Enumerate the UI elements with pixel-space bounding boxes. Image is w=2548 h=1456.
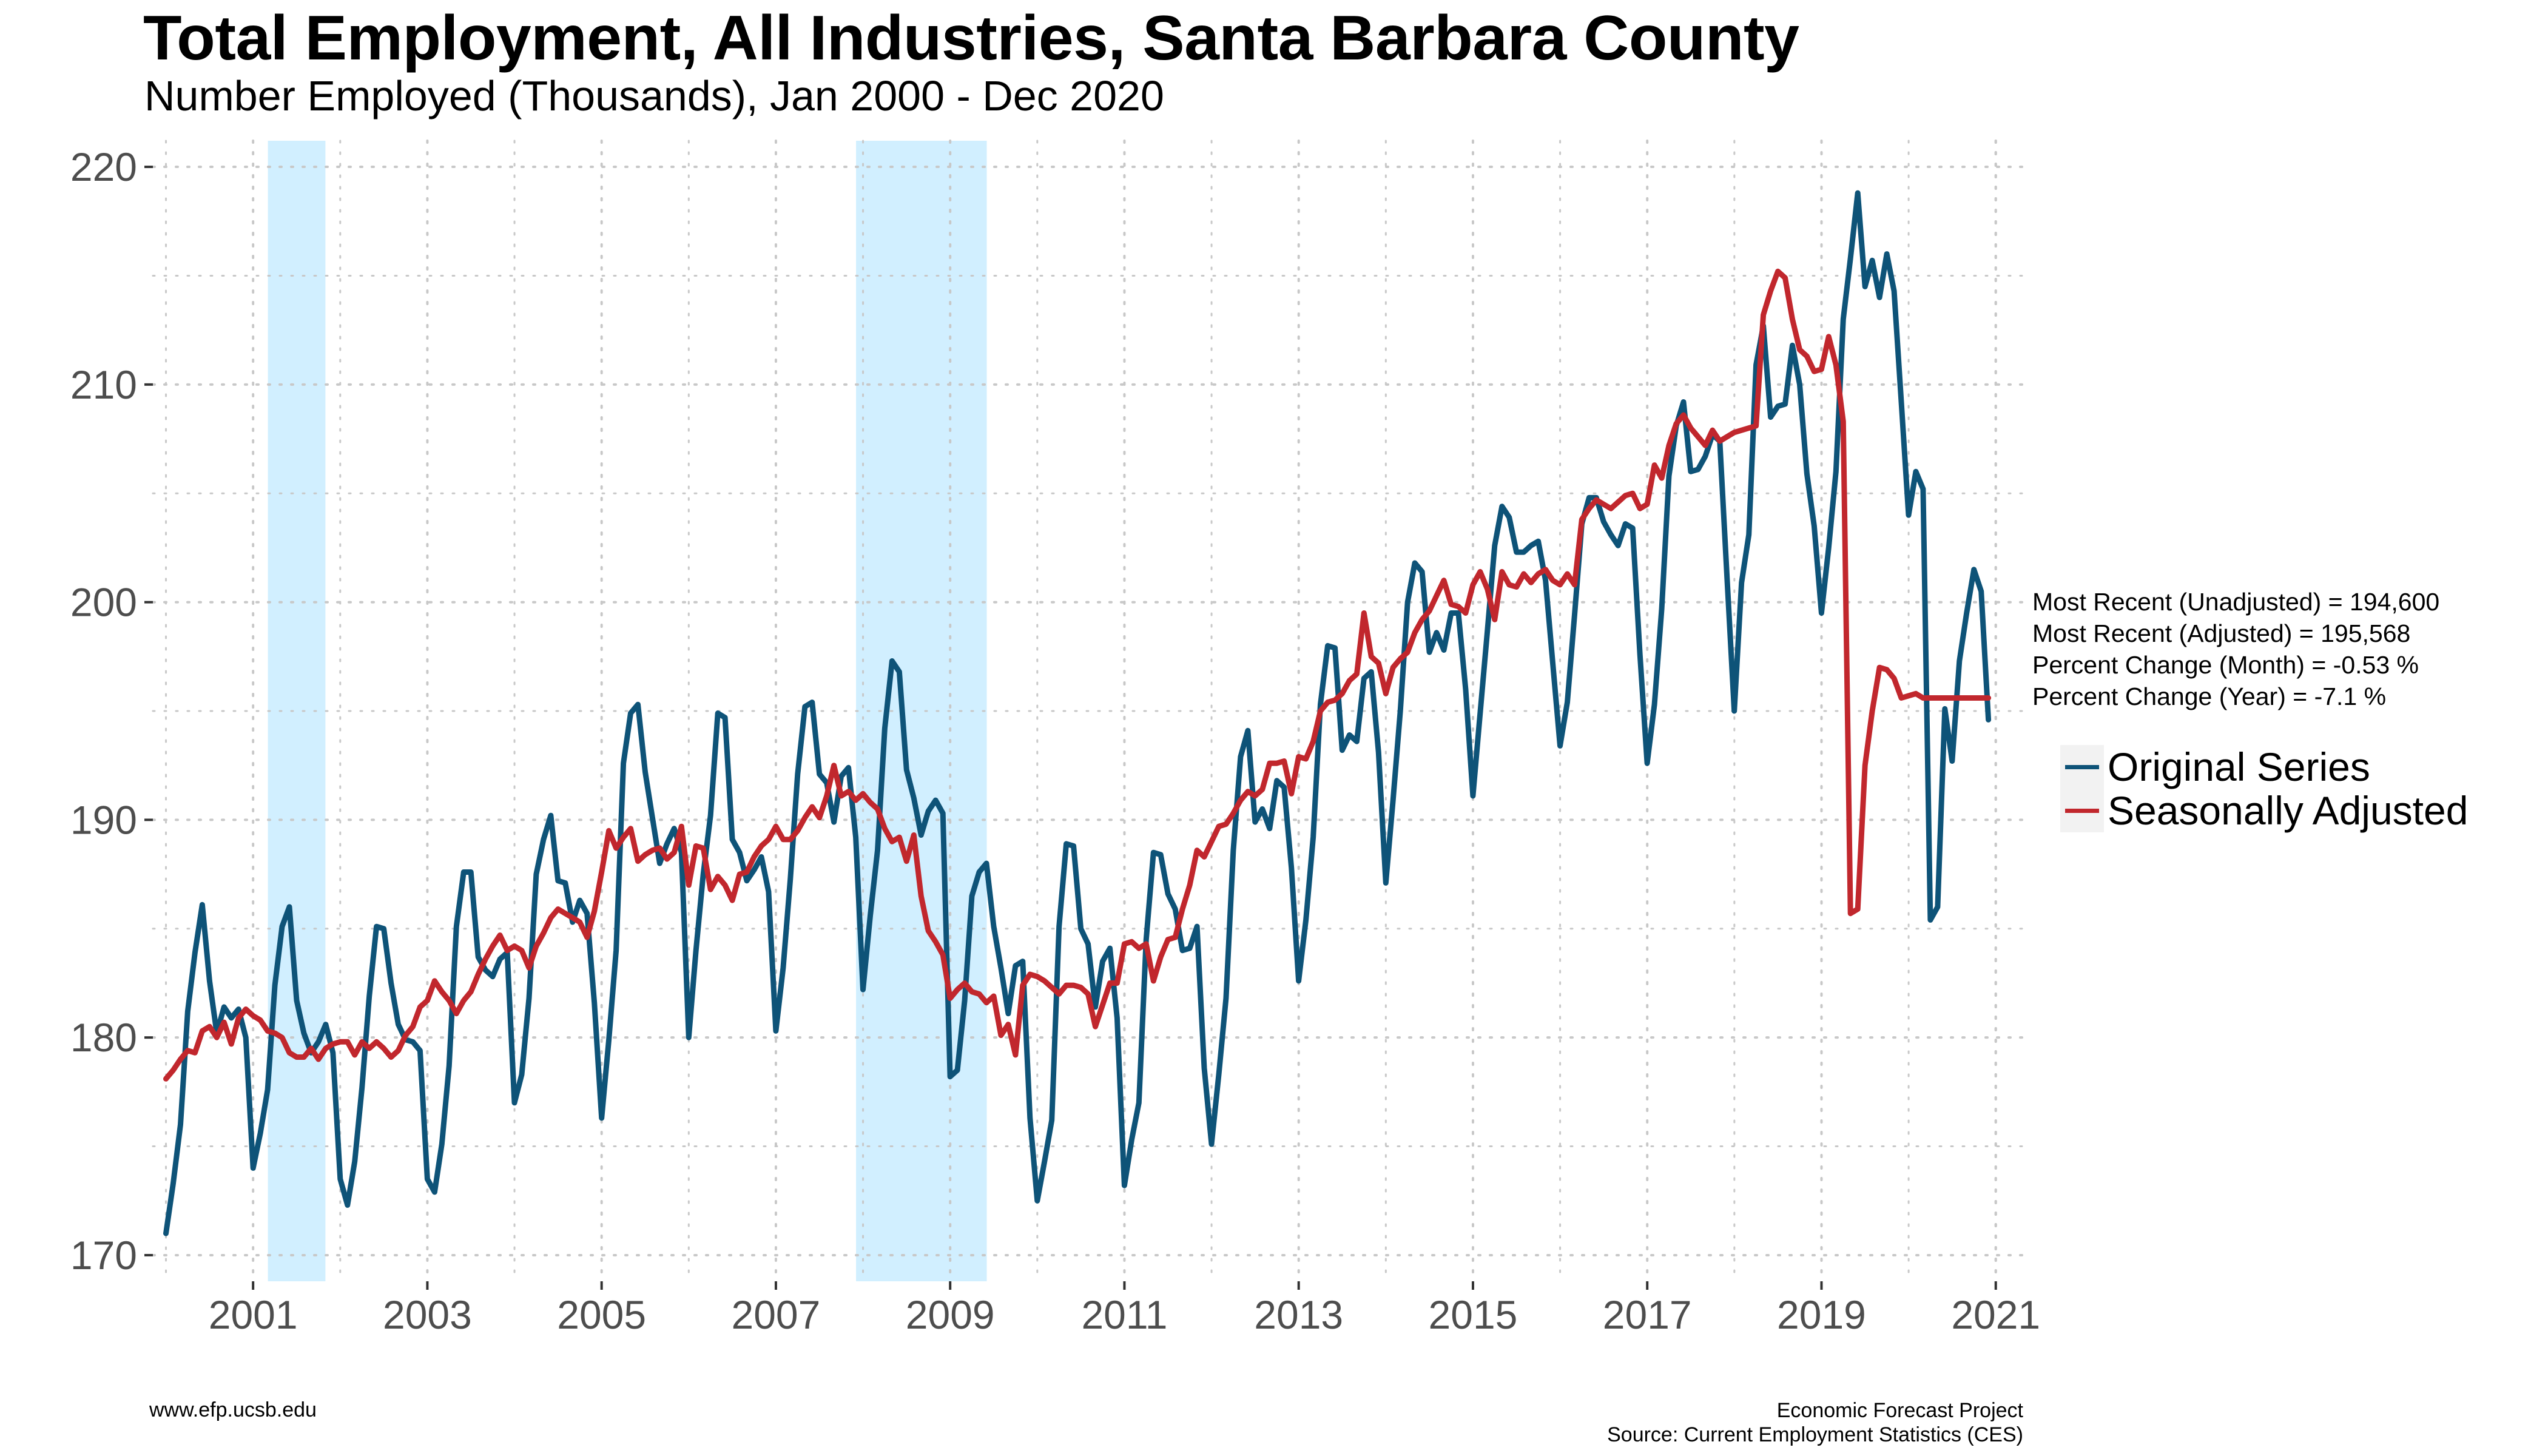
series-lines: [163, 190, 1992, 1236]
footer-source-line: Source: Current Employment Statistics (C…: [1607, 1423, 2023, 1446]
x-tick-label: 2009: [906, 1292, 995, 1337]
x-tick-label: 2015: [1429, 1292, 1518, 1337]
x-tick-label: 2003: [383, 1292, 472, 1337]
summary-stats: Most Recent (Unadjusted) = 194,600 Most …: [2032, 586, 2440, 712]
legend-key-adjusted: [2060, 789, 2104, 832]
stat-unadjusted: Most Recent (Unadjusted) = 194,600: [2032, 588, 2440, 616]
legend-label-original: Original Series: [2108, 744, 2370, 789]
axes: 170 180 190 200 210 220 2001 2003 2005 2007 2009 20…: [70, 144, 2040, 1337]
x-tick-label: 2019: [1777, 1292, 1866, 1337]
legend-label-adjusted: Seasonally Adjusted: [2108, 788, 2469, 833]
stat-change-month: Percent Change (Month) = -0.53 %: [2032, 651, 2419, 679]
recession-band-1: [856, 141, 987, 1281]
y-tick-label: 190: [70, 797, 137, 842]
y-tick-label: 180: [70, 1015, 137, 1060]
footer-source: Economic Forecast Project Source: Curren…: [1607, 1398, 2023, 1447]
x-tick-label: 2021: [1951, 1292, 2040, 1337]
x-tick-label: 2005: [557, 1292, 646, 1337]
legend-item-adjusted: Seasonally Adjusted: [2060, 788, 2469, 833]
chart-title: Total Employment, All Industries, Santa …: [143, 3, 1799, 73]
stat-change-year: Percent Change (Year) = -7.1 %: [2032, 682, 2387, 710]
footer-project: Economic Forecast Project: [1776, 1399, 2023, 1422]
legend: Original Series Seasonally Adjusted: [2060, 744, 2469, 833]
y-tick-label: 170: [70, 1233, 137, 1278]
x-tick-label: 2007: [732, 1292, 821, 1337]
legend-item-original: Original Series: [2060, 744, 2468, 789]
series-line-original: [163, 190, 1992, 1236]
x-tick-label: 2017: [1603, 1292, 1692, 1337]
stat-adjusted: Most Recent (Adjusted) = 195,568: [2032, 619, 2411, 647]
series-line-adjusted: [163, 268, 1992, 1082]
x-tick-label: 2011: [1081, 1292, 1167, 1337]
chart-subtitle: Number Employed (Thousands), Jan 2000 - …: [144, 72, 1164, 120]
y-tick-label: 210: [70, 362, 137, 407]
x-tick-label: 2013: [1254, 1292, 1343, 1337]
x-tick-label: 2001: [209, 1292, 298, 1337]
footer-website: www.efp.ucsb.edu: [149, 1398, 317, 1421]
y-tick-label: 220: [70, 144, 137, 189]
y-tick-label: 200: [70, 580, 137, 625]
gridlines: [152, 140, 2027, 1282]
legend-key-original: [2060, 745, 2104, 789]
